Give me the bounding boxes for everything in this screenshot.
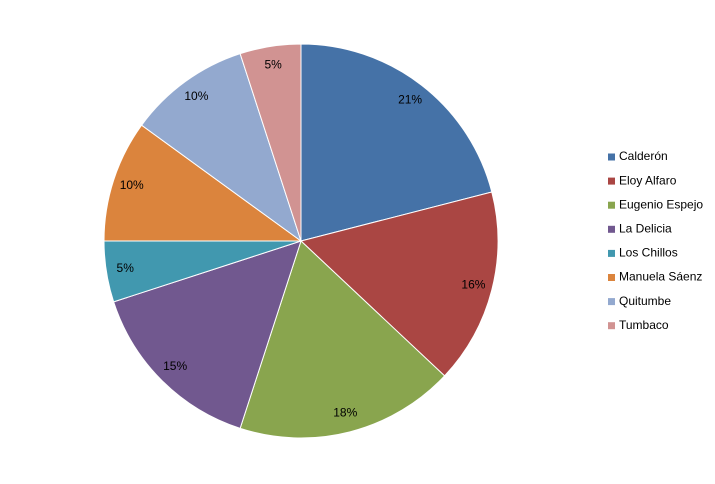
legend-swatch [608,153,615,161]
legend-swatch [608,249,615,257]
legend-label: Quitumbe [619,294,671,308]
data-label: 10% [184,89,208,103]
data-label: 16% [461,277,485,291]
data-label: 5% [117,261,135,275]
pie-slice [140,53,302,243]
legend-swatch [608,201,615,209]
legend-label: Los Chillos [619,246,678,260]
pie-slice [113,240,302,429]
legend-label: Calderón [619,149,668,163]
data-label: 21% [398,93,422,107]
legend-swatch [608,298,615,306]
data-label: 15% [163,359,187,373]
legend-label: Eloy Alfaro [619,173,677,187]
data-label: 5% [264,57,282,71]
legend-label: Tumbaco [619,318,669,332]
legend-swatch [608,322,615,330]
legend-label: Eugenio Espejo [619,197,703,211]
legend-swatch [608,274,615,281]
legend-swatch [608,225,615,233]
data-label: 18% [333,406,357,420]
legend-swatch [608,177,615,185]
pie-slice [239,43,302,242]
pie-slice [103,124,303,242]
legend-label: La Delicia [619,221,672,235]
pie-slice [239,240,446,439]
legend-label: Manuela Sáenz [619,270,702,284]
data-label: 10% [120,178,144,192]
pie-slice [299,191,499,377]
pie-slice [300,43,493,242]
